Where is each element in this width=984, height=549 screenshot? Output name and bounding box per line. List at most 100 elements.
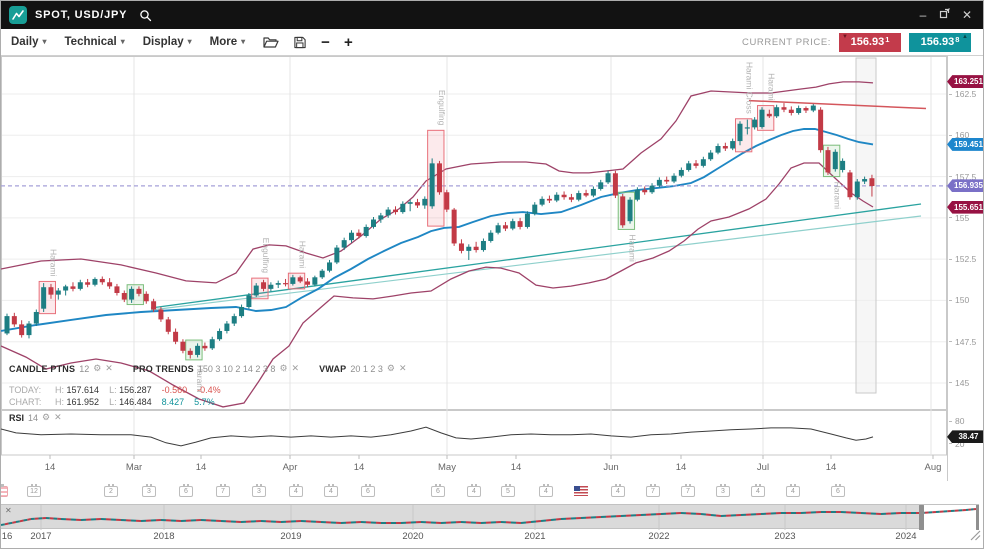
vwap-indicator: VWAP 20 1 2 3 [319, 363, 406, 374]
year-label: 2023 [774, 531, 796, 542]
moving-average-line [1, 128, 874, 332]
price-tick-label: 155 [949, 213, 969, 223]
calendar-event-icon[interactable]: 7 [216, 484, 230, 497]
chart-change: 8.427 [161, 397, 185, 407]
toolbar: Daily Technical Display More − + CURRENT… [1, 29, 983, 56]
minimize-button[interactable]: – [919, 8, 927, 22]
pattern-label: Harami [767, 73, 777, 101]
gear-icon[interactable] [93, 363, 101, 374]
calendar-event-icon[interactable] [1, 484, 8, 497]
calendar-event-icon[interactable]: 4 [467, 484, 481, 497]
x-axis-label: 14 [354, 462, 365, 473]
price-tick-label: 152.5 [949, 254, 976, 264]
pattern-label: Harami [833, 182, 843, 210]
window-title: SPOT, USD/JPY [35, 9, 128, 21]
price-tick-label: 157.5 [949, 172, 976, 182]
calendar-event-icon[interactable]: 12 [27, 484, 41, 497]
navigator-close-icon[interactable]: ✕ [5, 506, 12, 515]
calendar-event-icon[interactable]: 3 [142, 484, 156, 497]
resistance-line[interactable] [748, 99, 927, 110]
navigator-right-handle[interactable] [976, 504, 981, 531]
price-tick-label: 150 [949, 295, 969, 305]
trend-line-1[interactable] [150, 203, 922, 309]
year-label: 2019 [280, 531, 302, 542]
current-price-panel: CURRENT PRICE: ▼ 156.93 1 156.93 8 ▲ [742, 32, 973, 52]
calendar-event-icon[interactable]: 4 [289, 484, 303, 497]
calendar-event-icon[interactable]: 5 [501, 484, 515, 497]
x-axis-label: 14 [511, 462, 522, 473]
today-change: -0.560 [161, 385, 188, 395]
price-chart-canvas[interactable]: Harami Harami Engulfing Harami Engulfing Hara… [1, 56, 947, 481]
price-badge-156.935: 156.935 [947, 179, 983, 193]
technical-dropdown[interactable]: Technical [65, 36, 125, 48]
bollinger-lower-line [1, 162, 874, 408]
price-badge-155.651: 155.651 [947, 200, 983, 214]
calendar-event-icon[interactable]: 6 [431, 484, 445, 497]
popout-button[interactable] [937, 7, 953, 23]
calendar-event-icon[interactable]: 4 [539, 484, 553, 497]
year-label: 2022 [648, 531, 670, 542]
pattern-label: Harami [195, 365, 205, 393]
today-change-pct: -0.4% [197, 385, 221, 395]
calendar-event-icon[interactable]: 3 [252, 484, 266, 497]
zoom-out-button[interactable]: − [321, 33, 330, 51]
calendar-event-icon[interactable]: 6 [179, 484, 193, 497]
close-icon[interactable] [292, 363, 300, 374]
pattern-label: Engulfing [261, 238, 271, 274]
rsi-indicator-label: RSI 14 [9, 412, 62, 423]
us-flag-event-icon[interactable] [574, 486, 588, 496]
close-icon[interactable] [399, 363, 407, 374]
price-axis: 162.5 160 157.5 155 152.5 150 147.5 145 163.251 1… [947, 56, 983, 481]
price-tick-label: 147.5 [949, 337, 976, 347]
close-icon[interactable] [54, 412, 62, 423]
trend-line-2[interactable] [150, 215, 922, 311]
year-label: 2021 [524, 531, 546, 542]
price-tick-label: 145 [949, 378, 969, 388]
close-icon[interactable] [105, 363, 113, 374]
calendar-event-icon[interactable]: 4 [324, 484, 338, 497]
timeline-navigator[interactable]: ✕ [1, 504, 981, 531]
gear-icon[interactable] [387, 363, 395, 374]
main-pane[interactable] [1, 56, 947, 410]
calendar-event-icon[interactable]: 6 [361, 484, 375, 497]
resize-handle-icon[interactable] [969, 528, 981, 546]
close-button[interactable]: ✕ [961, 8, 973, 22]
calendar-event-icon[interactable]: 7 [681, 484, 695, 497]
calendar-event-icon[interactable]: 6 [831, 484, 845, 497]
x-axis-label: Jun [603, 462, 618, 473]
calendar-event-icon[interactable]: 4 [751, 484, 765, 497]
ask-price-badge[interactable]: 156.93 8 ▲ [909, 32, 971, 52]
x-axis-label: Jul [757, 462, 769, 473]
search-icon[interactable] [139, 9, 152, 22]
calendar-event-icon[interactable]: 4 [786, 484, 800, 497]
year-label: 2020 [402, 531, 424, 542]
candles[interactable] [4, 103, 875, 359]
calendar-event-icon[interactable]: 7 [646, 484, 660, 497]
window-controls: – ✕ [915, 7, 975, 23]
bid-price-badge[interactable]: ▼ 156.93 1 [839, 32, 901, 52]
interval-dropdown[interactable]: Daily [11, 36, 47, 48]
down-tick-icon: ▼ [842, 33, 848, 40]
candle-patterns-indicator: CANDLE PTNS 12 [9, 363, 113, 374]
calendar-event-icon[interactable]: 2 [104, 484, 118, 497]
navigator-left-handle[interactable] [919, 504, 924, 531]
calendar-event-icon[interactable]: 4 [611, 484, 625, 497]
pro-trends-indicator: PRO TRENDS 150 3 10 2 14 2 3 8 [133, 363, 299, 374]
title-bar: SPOT, USD/JPY – ✕ [1, 1, 983, 29]
x-axis-label: 14 [196, 462, 207, 473]
more-dropdown[interactable]: More [210, 36, 246, 48]
save-icon[interactable] [293, 36, 307, 49]
zoom-in-button[interactable]: + [343, 33, 353, 51]
calendar-event-icon[interactable]: 3 [716, 484, 730, 497]
rsi-value-badge: 38.47 [947, 430, 983, 444]
rsi-pane[interactable] [1, 410, 947, 456]
display-dropdown[interactable]: Display [143, 36, 192, 48]
pattern-label: Harami [627, 234, 637, 262]
price-tick-label: 162.5 [949, 89, 976, 99]
gear-icon[interactable] [279, 363, 287, 374]
gear-icon[interactable] [42, 412, 50, 423]
app-logo-icon [9, 6, 27, 24]
open-folder-icon[interactable] [263, 36, 279, 49]
bollinger-upper-line [1, 81, 874, 284]
